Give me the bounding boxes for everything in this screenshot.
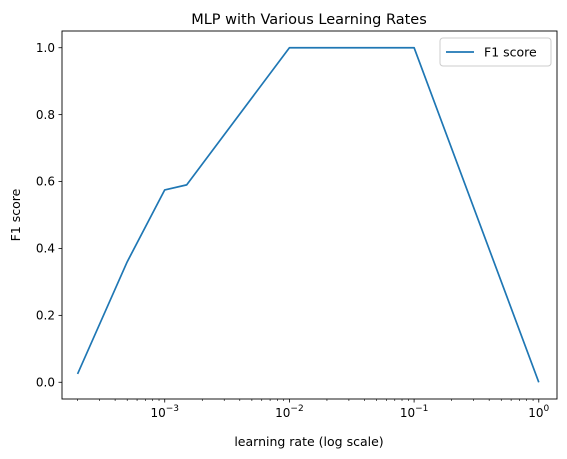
x-tick-label-exponent: −1: [415, 404, 428, 414]
legend-label: F1 score: [484, 45, 537, 60]
y-axis-label: F1 score: [8, 188, 23, 241]
x-tick-label-base: 10: [275, 406, 290, 420]
legend: F1 score: [439, 37, 552, 67]
x-tick-label-exponent: −2: [290, 404, 303, 414]
x-tick-label-exponent: −3: [166, 404, 179, 414]
plot-area: [62, 31, 557, 399]
y-tick-label: 0.4: [36, 242, 55, 256]
y-tick-label: 1.0: [36, 41, 55, 55]
series-line-f1-score: [76, 46, 540, 383]
x-tick-label: 10−3: [150, 404, 179, 420]
x-ticks: 10−3 10−2 10−1 100: [77, 399, 550, 420]
x-tick-label-base: 10: [400, 406, 415, 420]
x-axis-label: learning rate (log scale): [234, 434, 383, 449]
x-tick-label: 100: [528, 404, 549, 420]
chart-title: MLP with Various Learning Rates: [191, 12, 427, 28]
x-tick-label: 10−1: [400, 404, 429, 420]
y-tick-label: 0.8: [36, 108, 55, 122]
x-tick-label-base: 10: [150, 406, 165, 420]
plot-frame: [61, 30, 558, 400]
y-tick-label: 0.2: [36, 309, 55, 323]
x-tick-label-base: 10: [528, 406, 543, 420]
legend-box: [439, 37, 552, 67]
x-tick-label: 10−2: [275, 404, 304, 420]
x-tick-label-exponent: 0: [544, 404, 550, 414]
y-tick-label: 0.0: [36, 375, 55, 389]
y-ticks: 0.0 0.2 0.4 0.6 0.8 1.0: [36, 41, 62, 389]
y-tick-label: 0.6: [36, 175, 55, 189]
